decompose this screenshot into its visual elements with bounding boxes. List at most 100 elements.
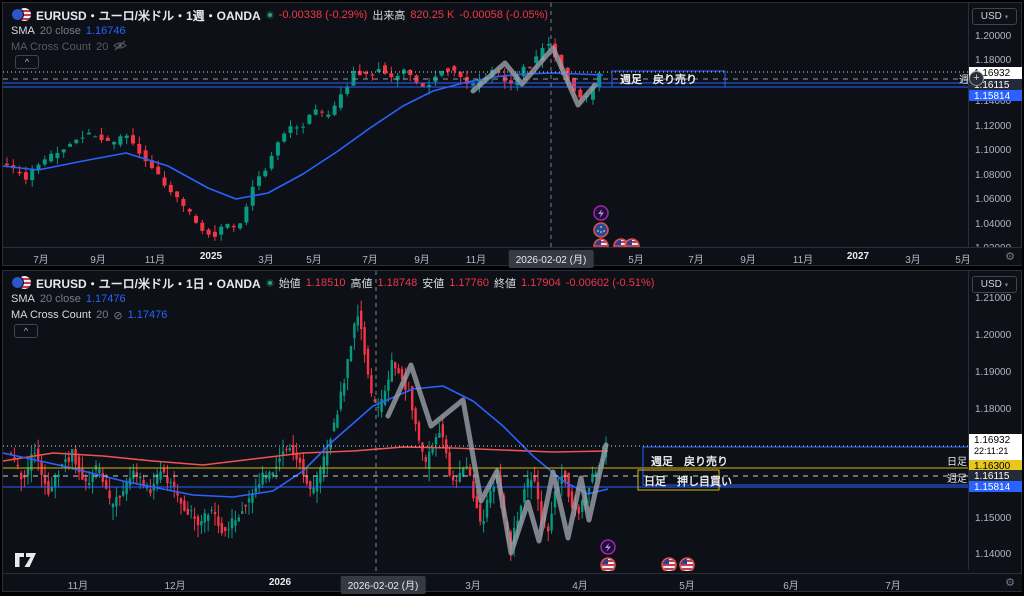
price-tick: 1.14000	[975, 96, 1011, 107]
moving-average-line	[3, 385, 609, 498]
weekly-chart-panel: 週足 戻り売り 週 EURUSD・ユーロ/米ドル・1週・OANDA -0.0033…	[2, 2, 1022, 268]
low-value: 1.17760	[449, 277, 489, 289]
annotation-text: 週足 戻り売り	[651, 454, 728, 468]
weekly-symbol-title[interactable]: EURUSD・ユーロ/米ドル・1週・OANDA	[36, 8, 261, 23]
weekly-change: -0.00338 (-0.29%)	[278, 9, 368, 21]
price-tick: 1.18000	[975, 55, 1012, 66]
price-tick: 1.12000	[975, 121, 1012, 132]
price-tick: 1.20000	[975, 31, 1012, 42]
time-tick: 11月	[144, 255, 166, 266]
zigzag-drawing	[470, 45, 598, 108]
price-tick: 1.20000	[975, 330, 1012, 341]
moving-average-line	[3, 72, 604, 200]
price-tick: 1.08000	[975, 170, 1012, 181]
time-tick: 9月	[414, 255, 430, 266]
price-tick: 1.14000	[975, 549, 1012, 560]
high-label: 高値	[350, 278, 373, 290]
axis-settings-gear-icon[interactable]: ⚙	[1005, 251, 1015, 263]
line-edge-label: 週	[959, 74, 969, 86]
collapse-pane-button[interactable]: ^	[14, 324, 38, 338]
economic-event-us-icon[interactable]	[600, 557, 616, 571]
close-value: 1.17904	[520, 277, 561, 289]
daily-price-scale[interactable]: USD ▾ 1.21000 1.20000 1.19000 1.18000 1.1500…	[968, 271, 1022, 570]
eye-hidden-icon[interactable]	[113, 38, 128, 56]
add-alert-plus-icon[interactable]: +	[969, 71, 984, 86]
annotation-box	[637, 469, 720, 491]
time-tick: 12月	[164, 581, 186, 592]
weekly-price-scale[interactable]: USD ▾ 1.20000 1.18000 1.14000 1.12000 1.1000…	[968, 3, 1022, 254]
slash-circle-icon[interactable]: ⊘	[113, 309, 123, 322]
open-value: 1.18510	[305, 277, 346, 289]
price-tag: 1.16300	[969, 460, 1022, 472]
zigzag-drawing	[385, 362, 609, 556]
annotation-text: 日足 押し目買い	[644, 474, 732, 488]
economic-event-bolt-icon[interactable]	[593, 205, 609, 221]
time-tick: 11月	[465, 255, 487, 266]
indicator-row-ma-cross[interactable]: MA Cross Count 20	[11, 39, 548, 55]
tradingview-logo[interactable]	[15, 553, 37, 572]
crosshair-date-label: 2026-02-02 (月)	[508, 250, 594, 268]
moving-average-line	[3, 446, 609, 466]
economic-event-bolt-icon[interactable]	[600, 539, 616, 555]
time-tick: 11月	[67, 581, 89, 592]
time-tick: 7月	[33, 255, 49, 266]
daily-legend: EURUSD・ユーロ/米ドル・1日・OANDA 始値 1.18510 高値 1.…	[11, 275, 654, 323]
currency-select[interactable]: USD ▾	[972, 8, 1017, 25]
daily-time-axis[interactable]: ⚙ 11月 12月 2026 3月 4月 5月 6月 7月 2026-02-02 (月)	[3, 573, 1022, 594]
time-tick: 11月	[792, 255, 814, 266]
annotation-box	[611, 70, 726, 88]
line-edge-label: 週足	[947, 473, 967, 485]
market-status-icon	[265, 279, 274, 287]
eurusd-pair-icon	[11, 8, 31, 22]
candles	[9, 300, 608, 561]
time-tick: 2026	[268, 577, 292, 588]
time-tick: 5月	[628, 255, 644, 266]
axis-settings-gear-icon[interactable]: ⚙	[1005, 577, 1015, 589]
economic-event-us-icon[interactable]	[679, 557, 695, 571]
economic-event-eu-icon[interactable]	[593, 222, 609, 238]
daily-symbol-title[interactable]: EURUSD・ユーロ/米ドル・1日・OANDA	[36, 276, 261, 291]
economic-event-us-icon[interactable]	[624, 238, 640, 249]
time-tick: 5月	[679, 581, 695, 592]
time-tick: 3月	[258, 255, 274, 266]
time-tick: 5月	[306, 255, 322, 266]
volume-label: 出来高	[372, 10, 406, 22]
economic-event-us-icon[interactable]	[661, 557, 677, 571]
eurusd-pair-icon	[11, 276, 31, 290]
price-tick: 1.04000	[975, 219, 1012, 230]
volume-value: 820.25 K	[410, 9, 455, 21]
price-tick: 1.21000	[975, 293, 1012, 304]
annotation-text: 週足 戻り売り	[620, 72, 697, 86]
time-tick: 7月	[885, 581, 901, 592]
price-tag: 1.16932 22:11:21	[969, 434, 1022, 460]
close-label: 終値	[493, 278, 516, 290]
currency-select[interactable]: USD ▾	[972, 276, 1017, 293]
time-tick: 2027	[846, 251, 870, 262]
weekly-time-axis[interactable]: ⚙ 7月 9月 11月 2025 3月 5月 7月 9月 11月 5月 7月 9月 11月 2027 3月 5…	[3, 247, 1022, 268]
crosshair-date-label: 2026-02-02 (月)	[340, 576, 426, 594]
indicator-row-ma-cross[interactable]: MA Cross Count 20 ⊘ 1.17476	[11, 309, 168, 322]
time-tick: 2025	[199, 251, 223, 262]
time-tick: 5月	[955, 255, 971, 266]
daily-change: -0.00602 (-0.51%)	[565, 277, 655, 289]
annotation-box	[642, 446, 969, 486]
daily-chart-panel: 週足 戻り売り 日足 押し目買い 日足週足 EURUSD・ユーロ/米ドル・1日・OA…	[2, 270, 1022, 594]
price-tag: 1.16115	[969, 79, 1022, 91]
price-tag: 1.15814	[969, 90, 1022, 102]
economic-event-us-icon[interactable]	[593, 238, 609, 249]
time-tick: 3月	[465, 581, 481, 592]
time-tick: 7月	[688, 255, 704, 266]
price-tag: 1.15814	[969, 481, 1022, 493]
indicator-row-sma[interactable]: SMA 20 close 1.17476	[11, 293, 126, 305]
time-tick: 9月	[740, 255, 756, 266]
price-tick: 1.18000	[975, 404, 1012, 415]
line-edge-label: 日足	[947, 456, 967, 468]
weekly-candlestick-chart[interactable]: 週足 戻り売り 週	[3, 3, 969, 249]
chart-content: 週足 戻り売り 週	[3, 3, 969, 249]
indicator-row-sma[interactable]: SMA 20 close 1.16746	[11, 25, 126, 37]
collapse-pane-button[interactable]: ^	[15, 55, 39, 69]
low-label: 安値	[422, 278, 445, 290]
time-tick: 7月	[362, 255, 378, 266]
